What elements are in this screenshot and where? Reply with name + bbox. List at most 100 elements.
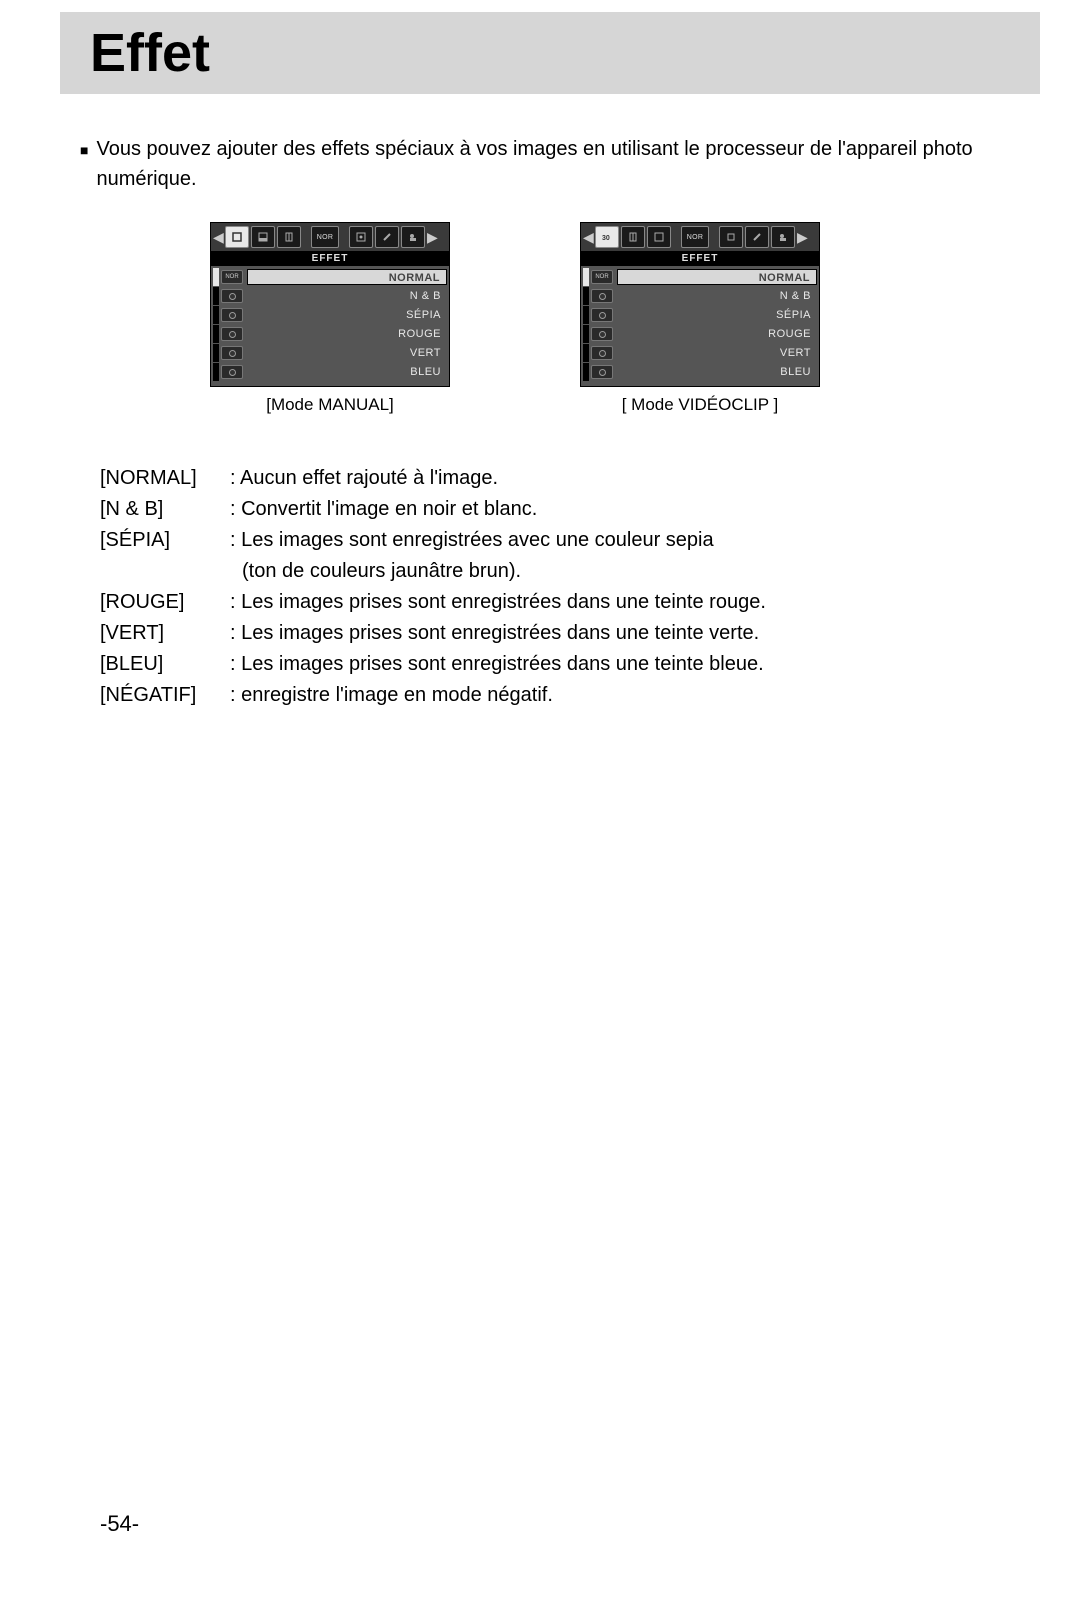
menu-label: BLEU <box>617 364 817 380</box>
menu-row-nb: N & B <box>213 287 447 305</box>
def-term: [NORMAL] <box>100 463 230 494</box>
menu-row-sepia: SÉPIA <box>213 306 447 324</box>
menu-label: SÉPIA <box>617 307 817 323</box>
def-sepia: [SÉPIA] : Les images sont enregistrées a… <box>100 525 1020 556</box>
title-banner: Effet <box>60 12 1040 94</box>
topbar-icon-5 <box>745 226 769 248</box>
topbar-icon-1: 30 <box>595 226 619 248</box>
topbar-icon-2 <box>621 226 645 248</box>
topbar-icon-6 <box>771 226 795 248</box>
intro-text: Vous pouvez ajouter des effets spéciaux … <box>96 134 1020 194</box>
menu-label: NORMAL <box>617 269 817 285</box>
menu-icon-dot <box>221 308 243 322</box>
menu-label: VERT <box>247 345 447 361</box>
page-title: Effet <box>90 22 210 84</box>
def-desc: : Les images sont enregistrées avec une … <box>230 525 1020 556</box>
topbar-icon-3 <box>277 226 301 248</box>
arrow-left-icon: ◀ <box>213 229 223 246</box>
def-desc: : Les images prises sont enregistrées da… <box>230 649 1020 680</box>
def-desc: : Les images prises sont enregistrées da… <box>230 618 1020 649</box>
def-term: [BLEU] <box>100 649 230 680</box>
topbar-icon-2 <box>251 226 275 248</box>
menu-list: NOR NORMAL N & B SÉPIA <box>581 266 819 386</box>
menu-row-vert: VERT <box>583 344 817 362</box>
topbar-icon-6 <box>401 226 425 248</box>
menu-row-normal: NOR NORMAL <box>583 268 817 286</box>
arrow-right-icon: ▶ <box>797 229 807 246</box>
menu-icon-dot <box>591 327 613 341</box>
menu-icon-nor: NOR <box>591 270 613 284</box>
def-rouge: [ROUGE] : Les images prises sont enregis… <box>100 587 1020 618</box>
screen-videoclip: ◀ 30 NOR ▶ EFFET NOR <box>580 222 820 415</box>
svg-text:30: 30 <box>602 235 610 242</box>
side-marker <box>583 344 589 362</box>
topbar-icon-3 <box>647 226 671 248</box>
def-term: [N & B] <box>100 494 230 525</box>
topbar-nor-badge: NOR <box>311 226 339 248</box>
screenshots-row: ◀ NOR ▶ EFFET NOR <box>210 222 1020 415</box>
topbar-icon-1 <box>225 226 249 248</box>
menu-row-rouge: ROUGE <box>213 325 447 343</box>
def-desc: : Convertit l'image en noir et blanc. <box>230 494 1020 525</box>
side-marker <box>213 306 219 324</box>
menu-label: N & B <box>247 288 447 304</box>
side-marker <box>583 306 589 324</box>
menu-row-normal: NOR NORMAL <box>213 268 447 286</box>
side-marker <box>213 363 219 381</box>
screen-manual: ◀ NOR ▶ EFFET NOR <box>210 222 450 415</box>
def-negatif: [NÉGATIF] : enregistre l'image en mode n… <box>100 680 1020 711</box>
def-desc: : Les images prises sont enregistrées da… <box>230 587 1020 618</box>
screen-caption-video: [ Mode VIDÉOCLIP ] <box>622 395 779 415</box>
intro-paragraph: ■ Vous pouvez ajouter des effets spéciau… <box>80 134 1020 194</box>
side-marker <box>213 268 219 286</box>
side-marker <box>583 268 589 286</box>
menu-row-bleu: BLEU <box>213 363 447 381</box>
side-marker <box>583 363 589 381</box>
menu-icon-dot <box>221 365 243 379</box>
topbar-nor-badge: NOR <box>681 226 709 248</box>
menu-icon-dot <box>221 327 243 341</box>
def-term: [VERT] <box>100 618 230 649</box>
arrow-left-icon: ◀ <box>583 229 593 246</box>
page-number: -54- <box>100 1511 139 1537</box>
side-marker <box>213 287 219 305</box>
camera-topbar: ◀ 30 NOR ▶ <box>581 223 819 251</box>
topbar-icon-4 <box>719 226 743 248</box>
def-nb: [N & B] : Convertit l'image en noir et b… <box>100 494 1020 525</box>
topbar-icon-5 <box>375 226 399 248</box>
side-marker <box>583 287 589 305</box>
def-normal: [NORMAL] : Aucun effet rajouté à l'image… <box>100 463 1020 494</box>
camera-screen-video: ◀ 30 NOR ▶ EFFET NOR <box>580 222 820 387</box>
side-marker <box>583 325 589 343</box>
topbar-icon-4 <box>349 226 373 248</box>
menu-label: ROUGE <box>247 326 447 342</box>
menu-row-nb: N & B <box>583 287 817 305</box>
menu-icon-dot <box>591 308 613 322</box>
menu-label: NORMAL <box>247 269 447 285</box>
screen-caption-manual: [Mode MANUAL] <box>266 395 394 415</box>
def-term: [ROUGE] <box>100 587 230 618</box>
arrow-right-icon: ▶ <box>427 229 437 246</box>
camera-screen-manual: ◀ NOR ▶ EFFET NOR <box>210 222 450 387</box>
def-sepia-cont: (ton de couleurs jaunâtre brun). <box>242 556 1020 587</box>
menu-row-sepia: SÉPIA <box>583 306 817 324</box>
menu-icon-dot <box>591 365 613 379</box>
menu-label: BLEU <box>247 364 447 380</box>
menu-icon-dot <box>591 346 613 360</box>
bullet-icon: ■ <box>80 140 88 194</box>
menu-icon-dot <box>221 346 243 360</box>
menu-label: SÉPIA <box>247 307 447 323</box>
def-desc: : enregistre l'image en mode négatif. <box>230 680 1020 711</box>
def-term: [NÉGATIF] <box>100 680 230 711</box>
def-term: [SÉPIA] <box>100 525 230 556</box>
menu-row-vert: VERT <box>213 344 447 362</box>
menu-row-rouge: ROUGE <box>583 325 817 343</box>
menu-icon-dot <box>221 289 243 303</box>
def-bleu: [BLEU] : Les images prises sont enregist… <box>100 649 1020 680</box>
camera-topbar: ◀ NOR ▶ <box>211 223 449 251</box>
def-desc: : Aucun effet rajouté à l'image. <box>230 463 1020 494</box>
menu-icon-dot <box>591 289 613 303</box>
definitions-list: [NORMAL] : Aucun effet rajouté à l'image… <box>100 463 1020 711</box>
menu-label: ROUGE <box>617 326 817 342</box>
menu-label: N & B <box>617 288 817 304</box>
